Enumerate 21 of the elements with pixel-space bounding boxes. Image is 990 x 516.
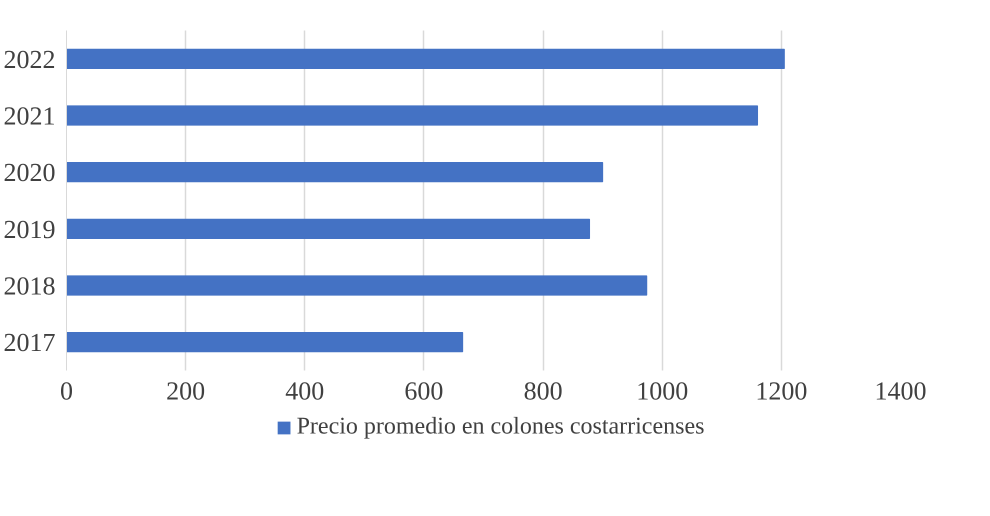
x-tick-label: 800 — [524, 376, 563, 406]
bar — [66, 105, 758, 126]
x-tick-label: 0 — [60, 376, 73, 406]
bar — [66, 162, 604, 182]
x-tick-label: 400 — [285, 376, 324, 406]
y-tick-label: 2018 — [4, 272, 56, 300]
y-tick-label: 2022 — [4, 44, 56, 74]
bar — [66, 332, 464, 352]
legend-label: Precio promedio en colones costarricenses — [296, 414, 704, 440]
x-tick-label: 1000 — [636, 376, 688, 406]
y-tick-label: 2020 — [4, 158, 56, 188]
bar — [66, 218, 590, 239]
y-tick-label: 2017 — [4, 328, 56, 358]
x-tick-label: 1200 — [755, 376, 808, 406]
y-tick-label: 2019 — [4, 214, 56, 244]
x-tick-label: 200 — [166, 376, 206, 406]
y-tick-label: 2021 — [4, 102, 56, 130]
x-tick-label: 600 — [404, 376, 444, 406]
x-tick-label: 1400 — [874, 376, 926, 406]
bar — [66, 48, 785, 69]
bar — [66, 275, 648, 296]
